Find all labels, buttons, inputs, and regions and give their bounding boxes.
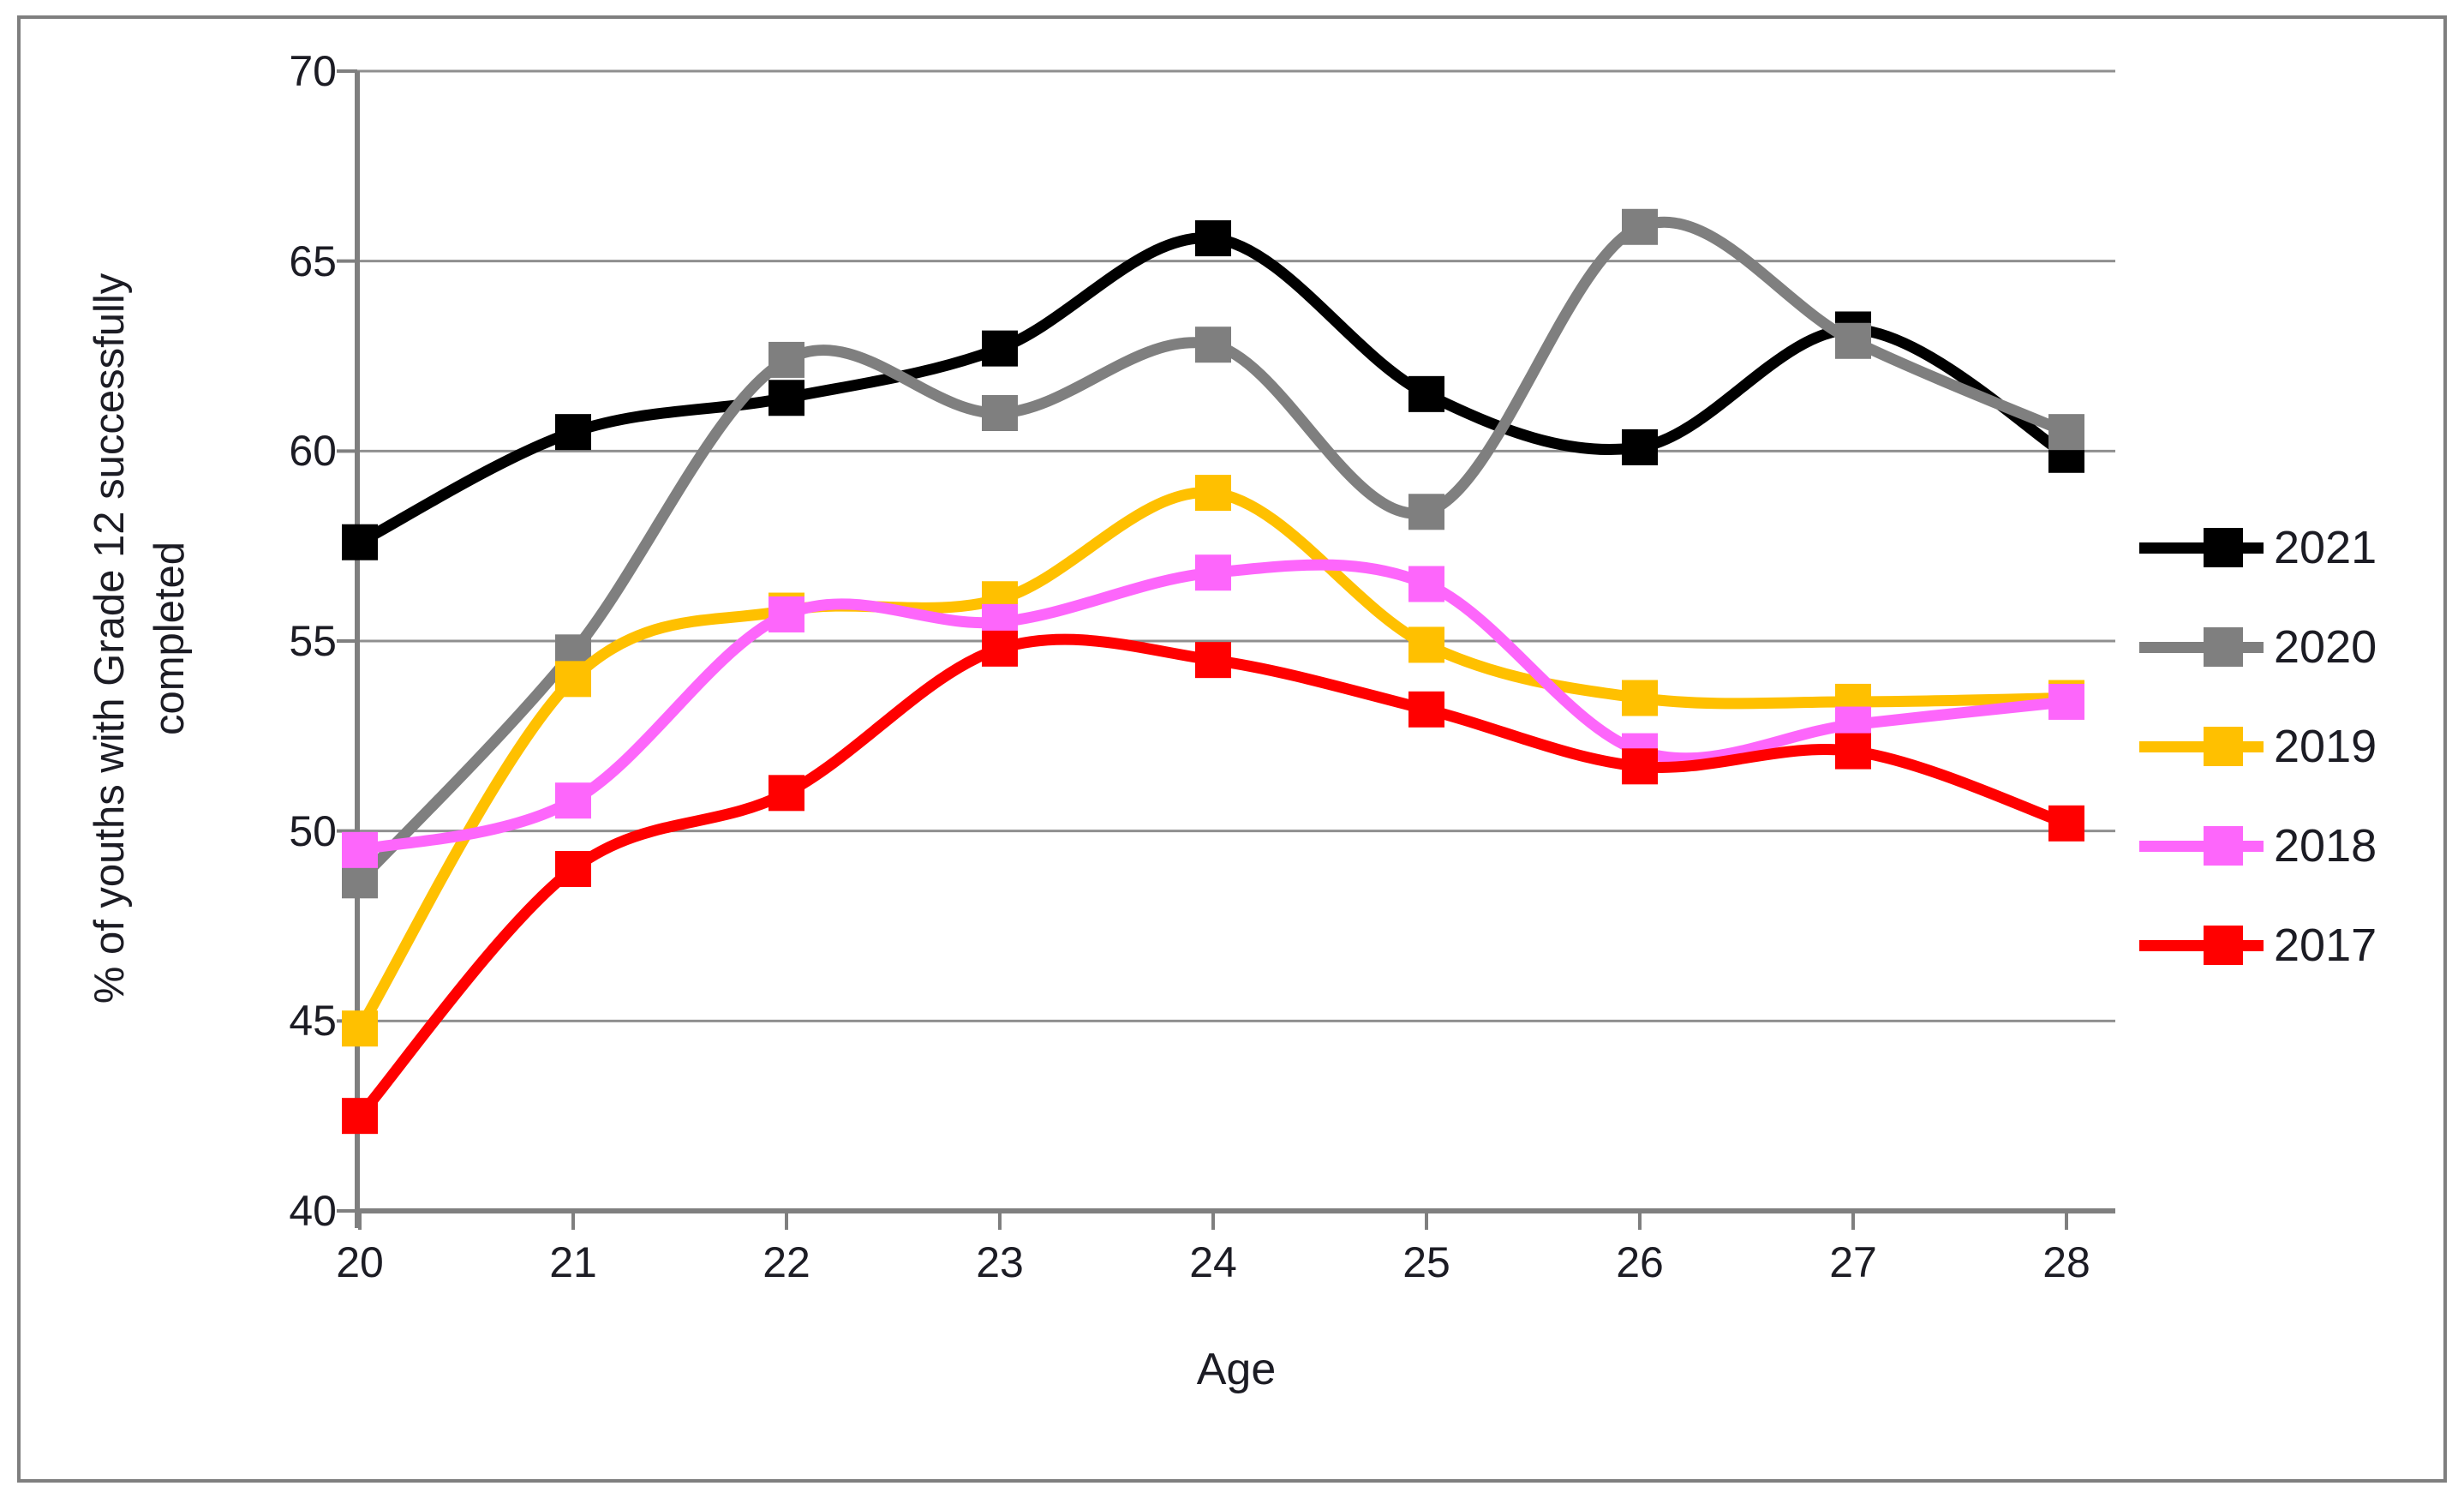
x-tick-label-24: 24	[1189, 1238, 1237, 1286]
series-marker-2017-age-28	[2048, 805, 2084, 842]
series-marker-2018-age-20	[342, 831, 378, 868]
series-marker-2021-age-21	[555, 414, 591, 451]
series-marker-2021-age-20	[342, 524, 378, 560]
y-tick-label-40: 40	[289, 1187, 337, 1235]
series-marker-2017-age-24	[1195, 642, 1231, 679]
x-tick-label-21: 21	[549, 1238, 597, 1286]
series-marker-2017-age-20	[342, 1098, 378, 1135]
series-marker-2020-age-28	[2048, 414, 2084, 451]
legend-item-2018: 2018	[2139, 820, 2377, 872]
x-tick-label-22: 22	[763, 1238, 810, 1286]
legend-marker-icon	[2204, 826, 2243, 866]
series-marker-2019-age-21	[555, 661, 591, 698]
legend-marker-icon	[2204, 926, 2243, 965]
series-marker-2020-age-22	[769, 341, 804, 378]
legend-line-icon	[2139, 841, 2264, 852]
series-marker-2020-age-25	[1408, 494, 1444, 530]
x-tick-label-27: 27	[1829, 1238, 1877, 1286]
series-marker-2019-age-25	[1408, 626, 1444, 663]
x-tick-label-23: 23	[976, 1238, 1024, 1286]
legend-item-2019: 2019	[2139, 721, 2377, 772]
y-axis-title-line2: completed	[147, 541, 193, 736]
series-marker-2021-age-22	[769, 380, 804, 416]
x-tick-label-26: 26	[1616, 1238, 1664, 1286]
y-tick-label-70: 70	[289, 47, 337, 95]
legend-swatch-2020	[2139, 621, 2264, 673]
series-marker-2019-age-24	[1195, 475, 1231, 512]
series-marker-2020-age-23	[982, 395, 1018, 431]
y-tick-label-55: 55	[289, 617, 337, 665]
series-marker-2017-age-25	[1408, 691, 1444, 728]
legend-item-2017: 2017	[2139, 920, 2377, 971]
y-tick-label-45: 45	[289, 997, 337, 1046]
series-marker-2018-age-28	[2048, 683, 2084, 720]
series-marker-2018-age-24	[1195, 554, 1231, 591]
series-marker-2018-age-25	[1408, 566, 1444, 602]
y-axis-title-line1: % of youths with Grade 12 successfully	[87, 273, 133, 1004]
x-axis-title: Age	[1196, 1345, 1277, 1394]
series-marker-2020-age-27	[1835, 322, 1871, 359]
legend-label-2018: 2018	[2274, 820, 2377, 872]
legend-label-2021: 2021	[2274, 522, 2377, 573]
series-marker-2017-age-27	[1835, 733, 1871, 770]
series-line-2017	[354, 633, 2072, 1122]
y-tick-label-50: 50	[289, 806, 337, 855]
legend-label-2019: 2019	[2274, 721, 2377, 772]
y-axis-title: % of youths with Grade 12 successfully c…	[80, 0, 200, 1281]
x-tick-label-25: 25	[1402, 1238, 1450, 1286]
series-marker-2018-age-22	[769, 596, 804, 632]
legend-swatch-2017	[2139, 920, 2264, 971]
legend-marker-icon	[2204, 727, 2243, 766]
series-marker-2017-age-22	[769, 775, 804, 812]
legend-marker-icon	[2204, 528, 2243, 567]
legend-label-2017: 2017	[2274, 920, 2377, 971]
legend-swatch-2021	[2139, 522, 2264, 573]
series-marker-2020-age-26	[1622, 208, 1658, 245]
legend-item-2020: 2020	[2139, 621, 2377, 673]
series-marker-2021-age-23	[982, 330, 1018, 367]
x-tick-label-28: 28	[2042, 1238, 2090, 1286]
series-marker-2018-age-21	[555, 782, 591, 819]
series-marker-2020-age-24	[1195, 327, 1231, 363]
legend-swatch-2019	[2139, 721, 2264, 772]
series-marker-2017-age-21	[555, 851, 591, 887]
legend-marker-icon	[2204, 627, 2243, 667]
x-tick-label-20: 20	[336, 1238, 384, 1286]
legend-line-icon	[2139, 741, 2264, 752]
y-tick-label-60: 60	[289, 427, 337, 476]
y-tick-label-65: 65	[289, 237, 337, 285]
legend-item-2021: 2021	[2139, 522, 2377, 573]
series-marker-2017-age-23	[982, 630, 1018, 667]
series-marker-2021-age-26	[1622, 428, 1658, 465]
legend-line-icon	[2139, 940, 2264, 951]
series-marker-2021-age-24	[1195, 220, 1231, 257]
legend-line-icon	[2139, 542, 2264, 554]
series-marker-2021-age-25	[1408, 375, 1444, 412]
legend-swatch-2018	[2139, 820, 2264, 872]
series-marker-2020-age-20	[342, 862, 378, 899]
legend-line-icon	[2139, 642, 2264, 653]
series-marker-2019-age-26	[1622, 680, 1658, 716]
legend-label-2020: 2020	[2274, 621, 2377, 673]
series-marker-2019-age-20	[342, 1010, 378, 1047]
series-marker-2017-age-26	[1622, 748, 1658, 785]
series-line-2020	[354, 216, 2072, 886]
